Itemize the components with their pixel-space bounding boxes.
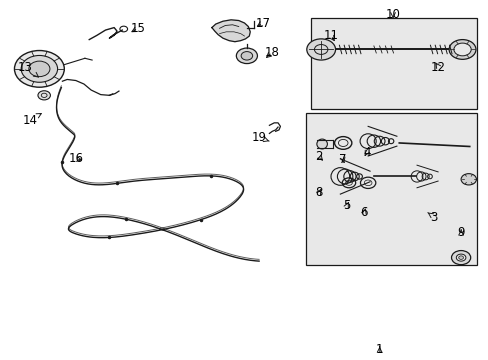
Circle shape bbox=[448, 40, 475, 59]
Circle shape bbox=[38, 91, 50, 100]
Text: 13: 13 bbox=[18, 60, 39, 77]
Text: 6: 6 bbox=[360, 206, 367, 219]
Text: 9: 9 bbox=[456, 226, 464, 239]
Text: 10: 10 bbox=[385, 8, 400, 21]
Text: 18: 18 bbox=[264, 46, 279, 59]
Text: 12: 12 bbox=[430, 60, 445, 73]
Text: 11: 11 bbox=[323, 29, 338, 42]
Circle shape bbox=[15, 50, 64, 87]
Text: 2: 2 bbox=[314, 149, 322, 162]
Text: 17: 17 bbox=[255, 17, 270, 30]
Circle shape bbox=[460, 174, 475, 185]
Circle shape bbox=[453, 43, 470, 56]
Text: 1: 1 bbox=[375, 343, 383, 356]
Circle shape bbox=[458, 256, 463, 259]
Text: 8: 8 bbox=[315, 186, 322, 199]
Text: 7: 7 bbox=[339, 153, 346, 166]
Bar bbox=[305, 113, 476, 265]
Circle shape bbox=[306, 39, 335, 60]
Text: 16: 16 bbox=[68, 152, 83, 165]
Text: 19: 19 bbox=[251, 131, 268, 144]
Text: 14: 14 bbox=[22, 113, 41, 126]
Text: 5: 5 bbox=[343, 199, 350, 212]
Text: 4: 4 bbox=[362, 146, 370, 159]
Text: 3: 3 bbox=[427, 211, 437, 224]
Circle shape bbox=[455, 254, 465, 261]
Circle shape bbox=[21, 55, 58, 82]
Circle shape bbox=[236, 48, 257, 64]
Polygon shape bbox=[211, 20, 250, 42]
Text: 15: 15 bbox=[130, 22, 145, 35]
Ellipse shape bbox=[316, 139, 327, 149]
Circle shape bbox=[450, 251, 470, 265]
Circle shape bbox=[29, 61, 50, 77]
Circle shape bbox=[241, 51, 252, 60]
Bar bbox=[310, 18, 476, 109]
